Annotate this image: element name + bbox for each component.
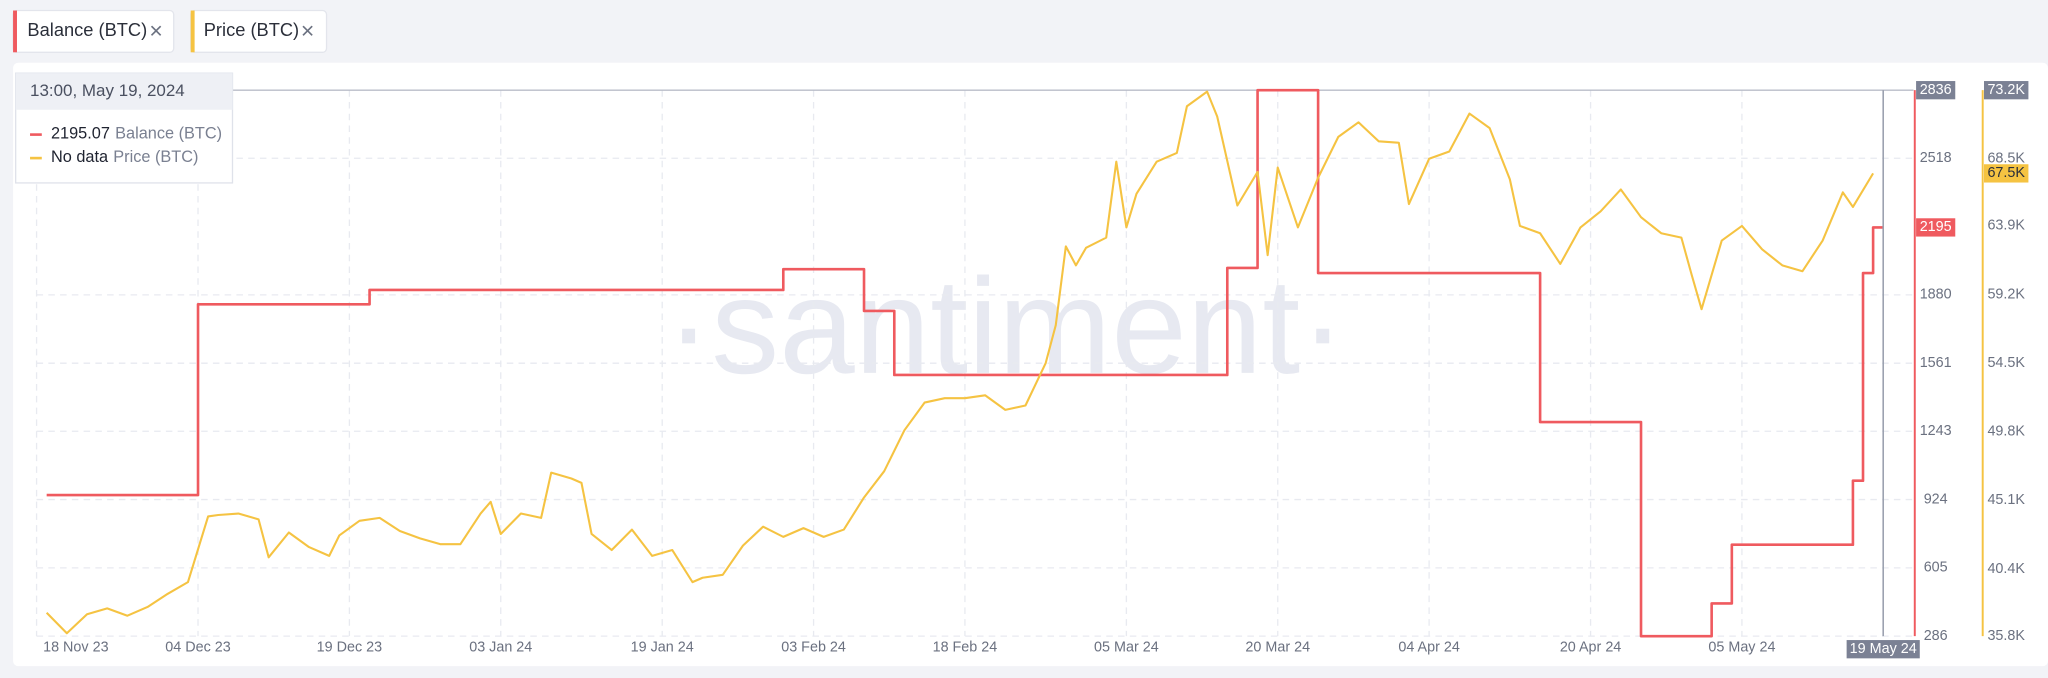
y-marker-label: 2195 (1920, 219, 1952, 235)
tooltip-series: Balance (BTC) (115, 125, 222, 143)
x-marker-box (1846, 640, 1920, 659)
y-tick-label: 2518 (1920, 150, 1952, 166)
x-tick-label: 05 Mar 24 (1094, 640, 1159, 656)
x-tick-label: 19 Jan 24 (631, 640, 694, 656)
tooltip-row: 2195.07 Balance (BTC) (51, 125, 222, 143)
y2-tick-label: 59.2K (1987, 286, 2025, 302)
y2-tick-label: 54.5K (1987, 355, 2025, 371)
y2-tick-label: 49.8K (1987, 424, 2025, 440)
tooltip-row: No data Price (BTC) (51, 148, 199, 166)
x-tick-label: 03 Jan 24 (469, 640, 532, 656)
chip-color (190, 10, 195, 53)
x-tick-label: 20 Apr 24 (1560, 640, 1621, 656)
y2-marker-label: 67.5K (1987, 165, 2025, 181)
y-marker-box (1916, 218, 1956, 237)
x-tick-label: 04 Apr 24 (1398, 640, 1459, 656)
tooltip-header (15, 73, 233, 110)
chip-close[interactable] (150, 25, 162, 36)
chip-label: Balance (BTC) (27, 19, 147, 40)
y-tick-label: 924 (1924, 491, 1948, 507)
chip-color (13, 10, 17, 53)
y-tick-label: 1880 (1920, 287, 1952, 303)
y-tick-label: 605 (1924, 560, 1948, 576)
x-tick-label: 18 Nov 23 (43, 640, 108, 656)
tooltip: 13:00, May 19, 2024 2195.07 Balance (BTC)… (15, 72, 234, 184)
x-tick-label: 18 Feb 24 (933, 640, 998, 656)
tick-highlight (1984, 81, 2029, 100)
chip-close[interactable] (302, 25, 313, 36)
y-tick-label: 1561 (1920, 355, 1952, 371)
chart-panel (13, 62, 2048, 667)
tooltip-title: 13:00, May 19, 2024 (30, 81, 185, 100)
x-tick-label: 19 Dec 23 (317, 640, 382, 656)
price-line (45, 90, 1875, 635)
x-tick-label: 04 Dec 23 (165, 640, 230, 656)
watermark: ·santiment· (666, 250, 1345, 402)
chip-balance[interactable]: Balance (BTC) (12, 9, 175, 53)
tick-highlight (1916, 81, 1956, 100)
y2-tick-label: 68.5K (1987, 151, 2025, 167)
plot: 18 Nov 23 04 Dec 23 19 Dec 23 03 Jan 24 19 J… (35, 81, 2029, 659)
balance-line (46, 88, 1884, 638)
y2-tick-label: 45.1K (1987, 492, 2025, 508)
close-stroke (150, 25, 162, 36)
y2-marker-box (1984, 164, 2029, 183)
y-tick-label: 286 (1924, 628, 1948, 644)
y2-tick-label: 63.9K (1987, 218, 2025, 234)
tooltip-series: Price (BTC) (113, 148, 198, 166)
y2-tick-label: 35.8K (1987, 628, 2025, 644)
y2-tick-label: 73.2K (1987, 82, 2025, 98)
tooltip-value: 2195.07 (51, 125, 110, 143)
x-tick-label: 20 Mar 24 (1245, 640, 1310, 656)
y-tick-label: 2836 (1920, 82, 1952, 98)
tooltip-value: No data (51, 148, 109, 166)
chip-label: Price (BTC) (204, 19, 299, 40)
close-stroke (302, 25, 313, 36)
x-tick-label: 03 Feb 24 (781, 640, 846, 656)
y2-tick-label: 40.4K (1987, 561, 2025, 577)
chip-price[interactable]: Price (BTC) (190, 9, 328, 53)
x-tick-label: 05 May 24 (1708, 640, 1775, 656)
x-marker-label: 19 May 24 (1850, 641, 1917, 657)
y-tick-label: 1243 (1920, 423, 1952, 439)
